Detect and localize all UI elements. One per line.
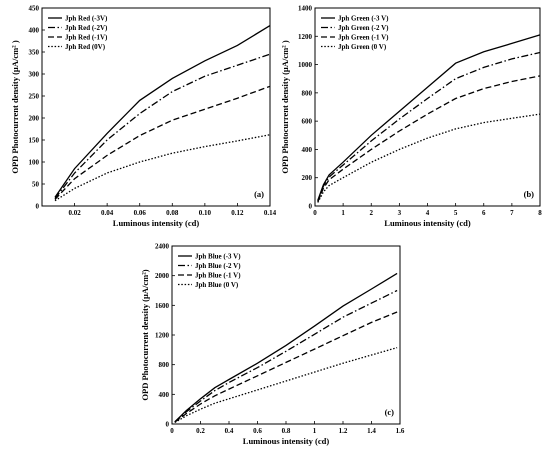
x-tick-label: 0.4 — [225, 427, 234, 435]
series-line-4 — [54, 134, 271, 202]
chart-panel-c: 0 0.2 0.4 0.6 0.8 1 1.2 1.4 1.6 0 400 800 1200 1600 20… — [140, 243, 405, 447]
y-tick-label: 400 — [159, 391, 170, 399]
x-tick-label: 0.02 — [68, 209, 81, 217]
y-tick-label: 450 — [29, 5, 40, 13]
series-line-2 — [317, 51, 541, 202]
series-line-1 — [54, 25, 271, 198]
legend-entry: Jph Blue (0 V) — [195, 281, 239, 289]
legend-entry: Jph Blue (-2 V) — [195, 262, 241, 270]
legend-entry: Jph Red (0V) — [65, 43, 106, 51]
legend-entry: Jph Red (-1V) — [65, 34, 108, 42]
plot-frame — [41, 7, 271, 207]
y-tick-label: 600 — [302, 118, 313, 126]
legend-entry: Jph Red (-2V) — [65, 24, 108, 32]
y-tick-label: 0 — [309, 203, 313, 211]
y-tick-label: 100 — [29, 159, 40, 167]
y-tick-label: 150 — [29, 137, 40, 145]
y-tick-label: 800 — [302, 89, 313, 97]
x-tick-label: 7 — [510, 209, 514, 217]
y-tick-label: 1600 — [155, 302, 170, 310]
y-tick-label: 800 — [159, 361, 170, 369]
x-tick-label: 0.08 — [166, 209, 179, 217]
y-tick-label: 250 — [29, 93, 40, 101]
y-tick-label: 1200 — [155, 332, 170, 340]
legend-entry: Jph Green (-1 V) — [338, 34, 389, 42]
legend-entry: Jph Blue (-1 V) — [195, 272, 241, 280]
series-line-4 — [317, 113, 541, 203]
panel-label: (a) — [254, 189, 264, 199]
y-axis-title: OPD Photocurrent density (µA/cm²) — [140, 269, 150, 400]
series-line-1 — [174, 272, 398, 423]
x-axis-title: Luminous intensity (cd) — [384, 218, 471, 228]
y-tick-label: 0 — [36, 203, 40, 211]
x-tick-label: 8 — [538, 209, 542, 217]
x-axis-title: Luminous intensity (cd) — [113, 218, 200, 228]
y-axis-title: OPD Photocurrent density (µA/cm² ) — [280, 40, 290, 174]
series-line-1 — [317, 34, 541, 201]
x-tick-label: 1.4 — [367, 427, 376, 435]
legend-entry: Jph Green (-3 V) — [338, 15, 389, 23]
series-line-2 — [174, 289, 398, 423]
y-tick-label: 1200 — [298, 33, 313, 41]
panel-label: (c) — [385, 407, 395, 417]
series-line-2 — [54, 53, 271, 199]
x-tick-label: 4 — [426, 209, 430, 217]
x-tick-label: 0 — [170, 427, 174, 435]
x-tick-label: 1 — [341, 209, 345, 217]
y-tick-label: 1400 — [298, 5, 313, 13]
series-line-3 — [317, 75, 541, 203]
y-axis-title: OPD Photocurrent density (µA/cm² ) — [10, 40, 20, 174]
legend-entry: Jph Green (0 V) — [338, 43, 387, 51]
x-tick-label: 0.10 — [199, 209, 212, 217]
x-tick-label: 6 — [482, 209, 486, 217]
y-tick-label: 400 — [302, 146, 313, 154]
x-tick-label: 0.06 — [134, 209, 147, 217]
series-line-4 — [174, 346, 398, 424]
legend-entry: Jph Blue (-3 V) — [195, 253, 241, 261]
y-tick-label: 350 — [29, 49, 40, 57]
x-tick-label: 2 — [370, 209, 374, 217]
y-tick-label: 0 — [166, 421, 170, 429]
y-tick-label: 2400 — [155, 243, 170, 251]
series-line-3 — [174, 311, 398, 423]
x-tick-label: 1 — [313, 427, 317, 435]
panel-label: (b) — [524, 189, 535, 199]
x-tick-label: 0.6 — [253, 427, 262, 435]
x-tick-label: 5 — [454, 209, 458, 217]
legend-entry: Jph Red (-3V) — [65, 15, 108, 23]
x-tick-label: 0.2 — [196, 427, 205, 435]
y-tick-label: 300 — [29, 71, 40, 79]
y-tick-label: 50 — [32, 181, 40, 189]
x-tick-label: 1.6 — [396, 427, 405, 435]
y-tick-label: 2000 — [155, 272, 170, 280]
x-tick-label: 0.12 — [231, 209, 244, 217]
x-tick-label: 3 — [398, 209, 402, 217]
x-tick-label: 0.14 — [264, 209, 277, 217]
y-tick-label: 200 — [29, 115, 40, 123]
x-tick-label: 0 — [313, 209, 317, 217]
x-tick-label: 0.8 — [282, 427, 291, 435]
legend-entry: Jph Green (-2 V) — [338, 24, 389, 32]
y-tick-label: 1000 — [298, 61, 313, 69]
y-tick-label: 200 — [302, 174, 313, 182]
x-axis-title: Luminous intensity (cd) — [243, 436, 330, 446]
y-tick-label: 400 — [29, 27, 40, 35]
chart-panel-b: 0 1 2 3 4 5 6 7 8 0 200 400 600 800 1000 1200 1400 Lumino… — [280, 5, 542, 229]
x-tick-label: 0.04 — [101, 209, 114, 217]
chart-panel-a: 0.02 0.04 0.06 0.08 0.10 0.12 0.14 0 50 100 150 200… — [10, 5, 277, 229]
x-tick-label: 1.2 — [339, 427, 348, 435]
